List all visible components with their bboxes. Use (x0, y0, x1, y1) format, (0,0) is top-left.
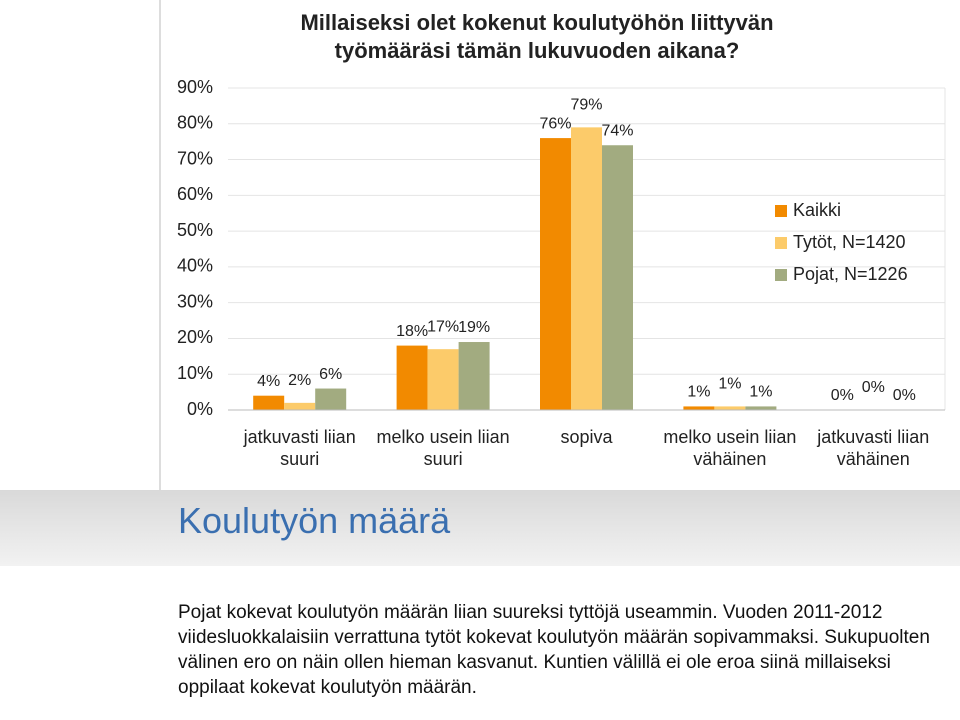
data-label: 1% (718, 376, 741, 393)
data-label: 74% (601, 122, 633, 139)
heading: Koulutyön määrä (178, 500, 451, 541)
data-label: 1% (749, 384, 772, 401)
bar (540, 138, 571, 411)
bar (253, 395, 285, 410)
x-tick-label: melko usein liian suuri (376, 427, 510, 469)
y-tick-label: 60% (177, 184, 213, 204)
data-label: 17% (427, 318, 459, 335)
data-label: 0% (893, 387, 916, 404)
y-tick-label: 20% (177, 327, 213, 347)
legend-swatch (775, 205, 787, 217)
data-label: 76% (539, 115, 571, 132)
heading-band (0, 490, 960, 566)
y-tick-label: 80% (177, 113, 213, 133)
data-label: 6% (319, 366, 342, 383)
bar (315, 388, 347, 410)
y-tick-label: 70% (177, 148, 213, 168)
body-text: Pojat kokevat koulutyön määrän liian suu… (178, 602, 930, 698)
data-label: 19% (458, 319, 490, 336)
y-tick-label: 10% (177, 363, 213, 383)
bar (396, 345, 428, 410)
chart-title: Millaiseksi olet kokenut koulutyöhön lii… (300, 10, 773, 35)
bar (745, 406, 777, 410)
legend-label: Tytöt, N=1420 (793, 232, 906, 252)
x-tick-label: sopiva (560, 427, 613, 447)
y-tick-label: 30% (177, 291, 213, 311)
bar (284, 402, 316, 410)
y-tick-label: 40% (177, 256, 213, 276)
data-label: 0% (831, 387, 854, 404)
legend-label: Kaikki (793, 200, 841, 220)
data-label: 4% (257, 373, 280, 390)
bar (714, 406, 746, 410)
bar (427, 349, 459, 410)
bar (571, 127, 602, 410)
x-tick-label: jatkuvasti liian suuri (243, 427, 356, 469)
legend-swatch (775, 237, 787, 249)
chart: Millaiseksi olet kokenut koulutyöhön lii… (159, 0, 946, 490)
data-label: 2% (288, 372, 311, 389)
legend-label: Pojat, N=1226 (793, 264, 908, 284)
bar (458, 342, 490, 410)
chart-title: työmääräsi tämän lukuvuoden aikana? (335, 38, 740, 63)
data-label: 0% (862, 379, 885, 396)
data-label: 1% (687, 384, 710, 401)
y-tick-label: 50% (177, 220, 213, 240)
bar (683, 406, 715, 410)
bar (602, 145, 633, 410)
x-tick-label: jatkuvasti liian vähäinen (817, 427, 930, 469)
x-tick-label: melko usein liian vähäinen (663, 427, 797, 469)
y-tick-label: 90% (177, 77, 213, 97)
legend-swatch (775, 269, 787, 281)
y-tick-label: 0% (187, 399, 213, 419)
data-label: 79% (570, 97, 602, 114)
data-label: 18% (396, 323, 428, 340)
